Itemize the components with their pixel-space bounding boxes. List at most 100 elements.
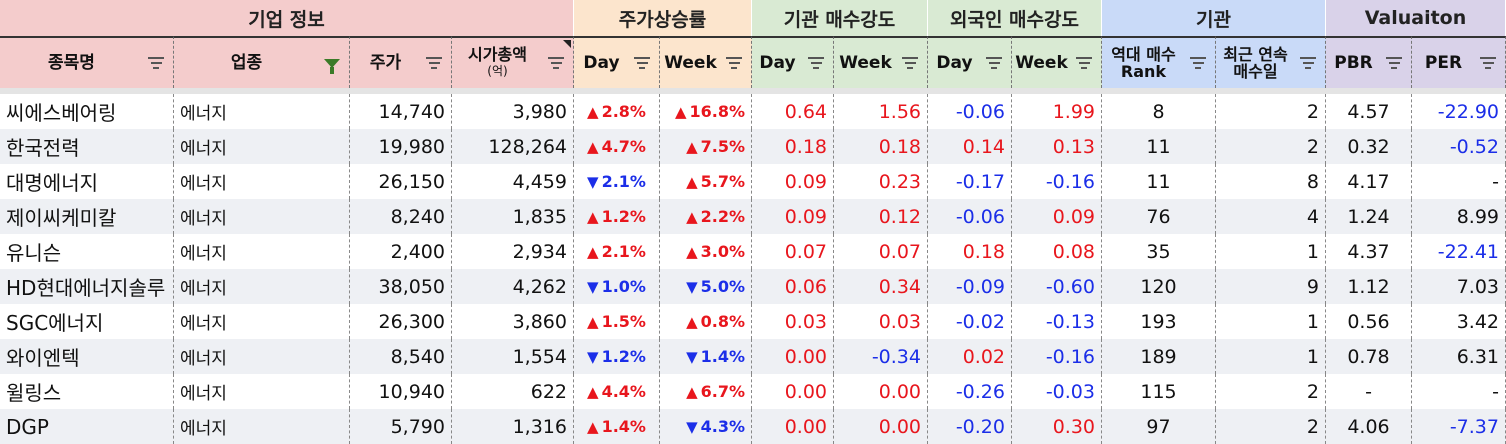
cell-price[interactable]: 2,400 [350, 234, 452, 269]
cell-name[interactable]: DGP [0, 409, 174, 444]
cell-per[interactable]: -0.52 [1412, 129, 1506, 164]
cell-pbr[interactable]: 1.12 [1326, 269, 1412, 304]
cell-streak[interactable]: 1 [1216, 339, 1326, 374]
cell-per[interactable]: -7.37 [1412, 409, 1506, 444]
cell-pc-week[interactable]: ▲ 7.5% [660, 129, 752, 164]
cell-fs-week[interactable]: -0.60 [1012, 269, 1102, 304]
cell-price[interactable]: 10,940 [350, 374, 452, 409]
filter-icon[interactable] [143, 56, 169, 71]
cell-is-day[interactable]: 0.09 [752, 199, 834, 234]
column-header-name[interactable]: 종목명 [0, 36, 174, 88]
table-row[interactable]: 씨에스베어링 에너지 14,740 3,980 ▲ 2.8% ▲ 16.8% 0.64 1.56-… [0, 94, 1506, 129]
column-header-rank[interactable]: 역대 매수 Rank [1102, 36, 1216, 88]
cell-mcap[interactable]: 3,980 [452, 94, 574, 129]
cell-mcap[interactable]: 622 [452, 374, 574, 409]
cell-is-day[interactable]: 0.18 [752, 129, 834, 164]
cell-name[interactable]: 유니슨 [0, 234, 174, 269]
cell-sector[interactable]: 에너지 [174, 304, 350, 339]
cell-pbr[interactable]: 1.24 [1326, 199, 1412, 234]
cell-pc-week[interactable]: ▼ 4.3% [660, 409, 752, 444]
cell-mcap[interactable]: 1,554 [452, 339, 574, 374]
cell-per[interactable]: - [1412, 164, 1506, 199]
filter-icon[interactable] [897, 56, 923, 71]
cell-rank[interactable]: 120 [1102, 269, 1216, 304]
cell-streak[interactable]: 9 [1216, 269, 1326, 304]
cell-name[interactable]: 윌링스 [0, 374, 174, 409]
cell-pbr[interactable]: 0.32 [1326, 129, 1412, 164]
cell-per[interactable]: 7.03 [1412, 269, 1506, 304]
cell-pc-week[interactable]: ▼ 1.4% [660, 339, 752, 374]
cell-fs-week[interactable]: 0.08 [1012, 234, 1102, 269]
cell-pc-day[interactable]: ▲ 2.8% [574, 94, 660, 129]
cell-per[interactable]: 6.31 [1412, 339, 1506, 374]
filter-icon[interactable] [543, 56, 569, 71]
cell-is-week[interactable]: 0.00 [834, 409, 928, 444]
filter-icon[interactable] [981, 56, 1007, 71]
cell-name[interactable]: 대명에너지 [0, 164, 174, 199]
table-row[interactable]: 대명에너지 에너지 26,150 4,459 ▼ 2.1% ▲ 5.7% 0.09 0.23 -0.… [0, 164, 1506, 199]
cell-pc-week[interactable]: ▲ 3.0% [660, 234, 752, 269]
filter-icon[interactable] [1295, 56, 1321, 71]
cell-is-week[interactable]: 0.23 [834, 164, 928, 199]
cell-sector[interactable]: 에너지 [174, 234, 350, 269]
cell-is-day[interactable]: 0.07 [752, 234, 834, 269]
cell-name[interactable]: SGC에너지 [0, 304, 174, 339]
cell-streak[interactable]: 2 [1216, 94, 1326, 129]
cell-rank[interactable]: 76 [1102, 199, 1216, 234]
column-header-price[interactable]: 주가 [350, 36, 452, 88]
cell-mcap[interactable]: 4,262 [452, 269, 574, 304]
column-header-per[interactable]: PER [1412, 36, 1506, 88]
cell-per[interactable]: 8.99 [1412, 199, 1506, 234]
cell-is-week[interactable]: -0.34 [834, 339, 928, 374]
cell-is-day[interactable]: 0.00 [752, 374, 834, 409]
cell-fs-week[interactable]: -0.16 [1012, 164, 1102, 199]
cell-is-day[interactable]: 0.09 [752, 164, 834, 199]
filter-icon[interactable] [721, 56, 747, 71]
cell-mcap[interactable]: 1,316 [452, 409, 574, 444]
cell-sector[interactable]: 에너지 [174, 129, 350, 164]
cell-is-week[interactable]: 0.34 [834, 269, 928, 304]
cell-pc-week[interactable]: ▲ 5.7% [660, 164, 752, 199]
cell-mcap[interactable]: 1,835 [452, 199, 574, 234]
cell-mcap[interactable]: 4,459 [452, 164, 574, 199]
cell-fs-day[interactable]: -0.17 [928, 164, 1012, 199]
cell-pc-day[interactable]: ▲ 1.4% [574, 409, 660, 444]
cell-pc-week[interactable]: ▲ 16.8% [660, 94, 752, 129]
cell-rank[interactable]: 193 [1102, 304, 1216, 339]
cell-mcap[interactable]: 128,264 [452, 129, 574, 164]
cell-fs-day[interactable]: 0.14 [928, 129, 1012, 164]
cell-pc-day[interactable]: ▼ 2.1% [574, 164, 660, 199]
cell-sector[interactable]: 에너지 [174, 94, 350, 129]
filter-active-icon[interactable] [319, 58, 345, 74]
cell-sector[interactable]: 에너지 [174, 409, 350, 444]
cell-name[interactable]: 제이씨케미칼 [0, 199, 174, 234]
cell-fs-day[interactable]: -0.06 [928, 94, 1012, 129]
cell-price[interactable]: 19,980 [350, 129, 452, 164]
cell-fs-day[interactable]: -0.06 [928, 199, 1012, 234]
cell-is-week[interactable]: 0.12 [834, 199, 928, 234]
cell-fs-week[interactable]: 0.30 [1012, 409, 1102, 444]
cell-sector[interactable]: 에너지 [174, 339, 350, 374]
cell-pbr[interactable]: - [1326, 374, 1412, 409]
cell-streak[interactable]: 2 [1216, 409, 1326, 444]
cell-name[interactable]: 한국전력 [0, 129, 174, 164]
cell-fs-week[interactable]: -0.16 [1012, 339, 1102, 374]
cell-is-day[interactable]: 0.03 [752, 304, 834, 339]
table-row[interactable]: 제이씨케미칼 에너지 8,240 1,835 ▲ 1.2% ▲ 2.2% 0.09 0.12 -0.… [0, 199, 1506, 234]
filter-icon[interactable] [1185, 56, 1211, 71]
cell-is-day[interactable]: 0.06 [752, 269, 834, 304]
cell-pc-week[interactable]: ▲ 2.2% [660, 199, 752, 234]
cell-is-day[interactable]: 0.00 [752, 409, 834, 444]
cell-pbr[interactable]: 4.06 [1326, 409, 1412, 444]
table-row[interactable]: 윌링스 에너지 10,940 622 ▲ 4.4% ▲ 6.7% 0.00 0.00 -0.26 -0… [0, 374, 1506, 409]
cell-pc-day[interactable]: ▲ 4.4% [574, 374, 660, 409]
cell-rank[interactable]: 11 [1102, 129, 1216, 164]
cell-rank[interactable]: 97 [1102, 409, 1216, 444]
cell-pc-day[interactable]: ▲ 2.1% [574, 234, 660, 269]
cell-mcap[interactable]: 2,934 [452, 234, 574, 269]
cell-pc-day[interactable]: ▲ 1.2% [574, 199, 660, 234]
cell-name[interactable]: 와이엔텍 [0, 339, 174, 374]
cell-fs-day[interactable]: -0.02 [928, 304, 1012, 339]
cell-is-week[interactable]: 0.00 [834, 374, 928, 409]
column-header-is-week[interactable]: Week [834, 36, 928, 88]
